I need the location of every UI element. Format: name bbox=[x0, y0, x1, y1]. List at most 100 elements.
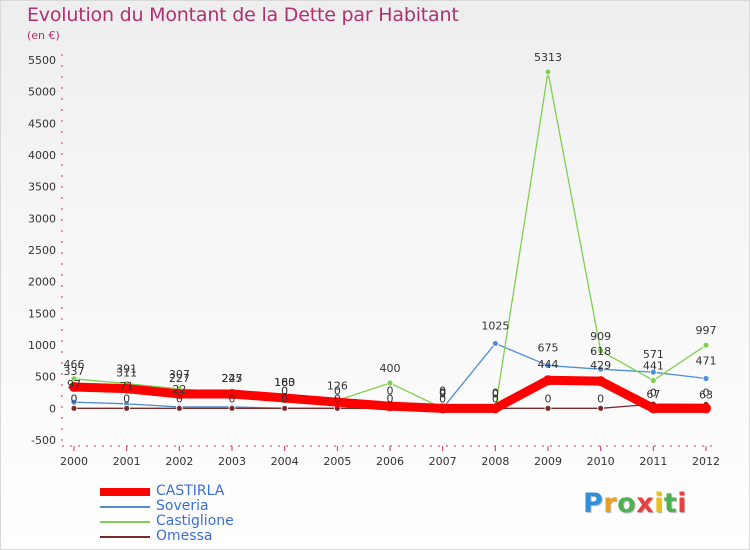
data-point-castiglione bbox=[70, 375, 78, 383]
data-label-omessa: 0 bbox=[229, 392, 236, 405]
data-label-castiglione: 180 bbox=[274, 376, 295, 389]
data-point-omessa bbox=[544, 404, 552, 412]
data-label-castirla: 227 bbox=[169, 372, 190, 385]
y-tick-label: 500 bbox=[35, 371, 56, 384]
data-label-castiglione: 441 bbox=[643, 359, 664, 372]
y-tick-label: 1500 bbox=[28, 307, 56, 320]
x-tick-label: 2011 bbox=[639, 455, 667, 468]
data-label-omessa: 0 bbox=[281, 392, 288, 405]
data-label-soveria: 0 bbox=[281, 384, 288, 397]
data-label-castirla: 444 bbox=[538, 358, 559, 371]
data-point-omessa bbox=[597, 404, 605, 412]
data-label-castirla: 337 bbox=[64, 365, 85, 378]
legend-item-castirla: CASTIRLA bbox=[100, 484, 320, 499]
data-point-castirla bbox=[121, 383, 132, 394]
data-point-omessa bbox=[70, 404, 78, 412]
x-tick-label: 2000 bbox=[60, 455, 88, 468]
data-point-castirla bbox=[490, 403, 501, 414]
data-label-omessa: 0 bbox=[176, 392, 183, 405]
data-label-soveria: 471 bbox=[696, 355, 717, 368]
data-label-soveria: 675 bbox=[538, 342, 559, 355]
y-unit-label: (en €) bbox=[27, 29, 60, 42]
data-point-castiglione bbox=[544, 68, 552, 76]
legend: CASTIRLA Soveria Castiglione Omessa bbox=[100, 484, 320, 544]
series-layer bbox=[69, 68, 711, 414]
data-label-soveria: 0 bbox=[387, 384, 394, 397]
data-point-castiglione bbox=[702, 341, 710, 349]
y-tick-label: 5000 bbox=[28, 86, 56, 99]
data-point-omessa bbox=[123, 404, 131, 412]
logo-letter: i bbox=[654, 488, 664, 519]
data-label-castiglione: 466 bbox=[64, 358, 85, 371]
legend-item-soveria: Soveria bbox=[100, 499, 320, 514]
data-label-castiglione: 997 bbox=[696, 324, 717, 337]
data-label-omessa: 0 bbox=[597, 392, 604, 405]
data-label-omessa: 0 bbox=[545, 392, 552, 405]
logo-letter: x bbox=[636, 488, 655, 519]
legend-swatch bbox=[100, 488, 150, 496]
y-tick-label: 5500 bbox=[28, 54, 56, 67]
y-tick-label: -500 bbox=[31, 434, 56, 447]
logo-letter: t bbox=[663, 488, 678, 519]
data-label-castirla: 0 bbox=[492, 386, 499, 399]
y-tick-label: 2000 bbox=[28, 276, 56, 289]
data-point-soveria bbox=[649, 368, 657, 376]
data-point-castiglione bbox=[597, 347, 605, 355]
y-tick-label: 3000 bbox=[28, 212, 56, 225]
data-label-omessa: 0 bbox=[439, 392, 446, 405]
x-tick-label: 2005 bbox=[323, 455, 351, 468]
data-label-omessa: 0 bbox=[387, 392, 394, 405]
data-point-castirla bbox=[227, 388, 237, 399]
data-label-soveria: 1025 bbox=[481, 319, 509, 332]
logo-letter: i bbox=[677, 488, 688, 519]
data-point-omessa bbox=[228, 404, 236, 412]
legend-item-castiglione: Castiglione bbox=[100, 514, 320, 529]
line-chart: -500050010001500200025003000350040004500… bbox=[28, 51, 720, 468]
y-tick-label: 1000 bbox=[28, 339, 56, 352]
logo-letter: o bbox=[617, 488, 637, 519]
data-point-soveria bbox=[597, 365, 605, 373]
data-label-castirla: 429 bbox=[590, 359, 611, 372]
data-point-castirla bbox=[385, 401, 395, 412]
data-label-omessa: 0 bbox=[123, 392, 130, 405]
x-tick-label: 2002 bbox=[165, 455, 193, 468]
data-label-soveria: 97 bbox=[67, 378, 81, 391]
x-tick-label: 2004 bbox=[271, 455, 299, 468]
x-tick-label: 2008 bbox=[481, 455, 509, 468]
data-label-castirla: 0 bbox=[650, 386, 657, 399]
x-tick-label: 2009 bbox=[534, 455, 562, 468]
data-point-omessa bbox=[281, 404, 289, 412]
legend-item-omessa: Omessa bbox=[100, 529, 320, 544]
x-tick-label: 2003 bbox=[218, 455, 246, 468]
data-point-castirla bbox=[437, 403, 448, 414]
data-label-castirla: 311 bbox=[116, 367, 137, 380]
legend-swatch bbox=[100, 506, 150, 508]
data-point-soveria bbox=[544, 362, 552, 369]
data-point-castirla bbox=[174, 388, 185, 399]
data-label-castirla: 163 bbox=[274, 376, 295, 389]
data-point-castirla bbox=[543, 375, 553, 386]
data-point-castirla bbox=[701, 403, 711, 414]
data-label-castirla: 0 bbox=[703, 386, 710, 399]
data-label-soveria: 0 bbox=[439, 384, 446, 397]
data-label-castiglione: 5313 bbox=[534, 51, 562, 64]
proxiti-logo: Proxiti bbox=[583, 488, 687, 519]
data-label-castiglione: 245 bbox=[222, 372, 243, 385]
data-point-omessa bbox=[175, 404, 183, 412]
legend-swatch bbox=[100, 521, 150, 523]
data-label-omessa: 0 bbox=[492, 392, 499, 405]
data-label-omessa: 63 bbox=[699, 388, 713, 401]
data-label-castiglione: 0 bbox=[439, 387, 446, 400]
data-label-castiglione: 909 bbox=[590, 330, 611, 343]
data-label-soveria: 22 bbox=[172, 383, 186, 396]
data-label-castirla: 227 bbox=[222, 372, 243, 385]
x-tick-label: 2010 bbox=[587, 455, 615, 468]
y-tick-label: 0 bbox=[49, 402, 56, 415]
x-tick-label: 2001 bbox=[113, 455, 141, 468]
x-tick-label: 2007 bbox=[429, 455, 457, 468]
data-point-castirla bbox=[595, 376, 606, 387]
legend-swatch bbox=[100, 536, 150, 538]
chart-title: Evolution du Montant de la Dette par Hab… bbox=[27, 4, 459, 26]
